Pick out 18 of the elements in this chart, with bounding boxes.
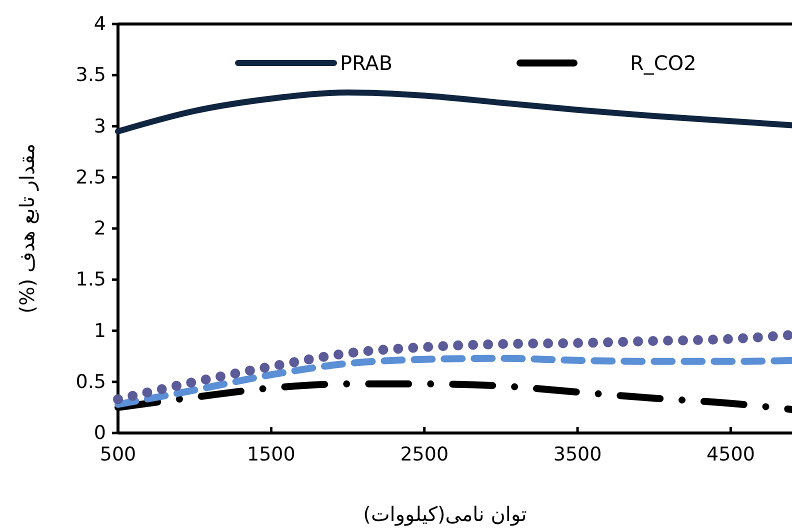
y-tick-label: 4 [94, 13, 106, 36]
y-tick-label: 0.5 [76, 370, 106, 393]
y-tick-label: 3 [94, 115, 106, 138]
x-tick-label: 2500 [400, 443, 449, 466]
x-tick-label: 500 [100, 443, 136, 466]
y-tick-label: 1.5 [76, 268, 106, 291]
y-tick-label: 1 [94, 320, 106, 342]
y-axis-title: مقدار تابع هدف (%) [15, 144, 39, 314]
x-tick-label: 3500 [553, 443, 602, 466]
x-axis-title: توان نامی(کیلووات) [363, 502, 527, 526]
y-tick-label: 2.5 [76, 166, 106, 188]
legend-label: R_CO2 [630, 51, 696, 75]
y-tick-label: 3.5 [76, 64, 106, 86]
x-tick-label: 4500 [706, 443, 755, 466]
y-tick-label: 2 [94, 218, 106, 240]
legend-label: PRAB [340, 51, 393, 75]
x-tick-label: 1500 [247, 443, 296, 466]
y-tick-label: 0 [94, 422, 106, 444]
